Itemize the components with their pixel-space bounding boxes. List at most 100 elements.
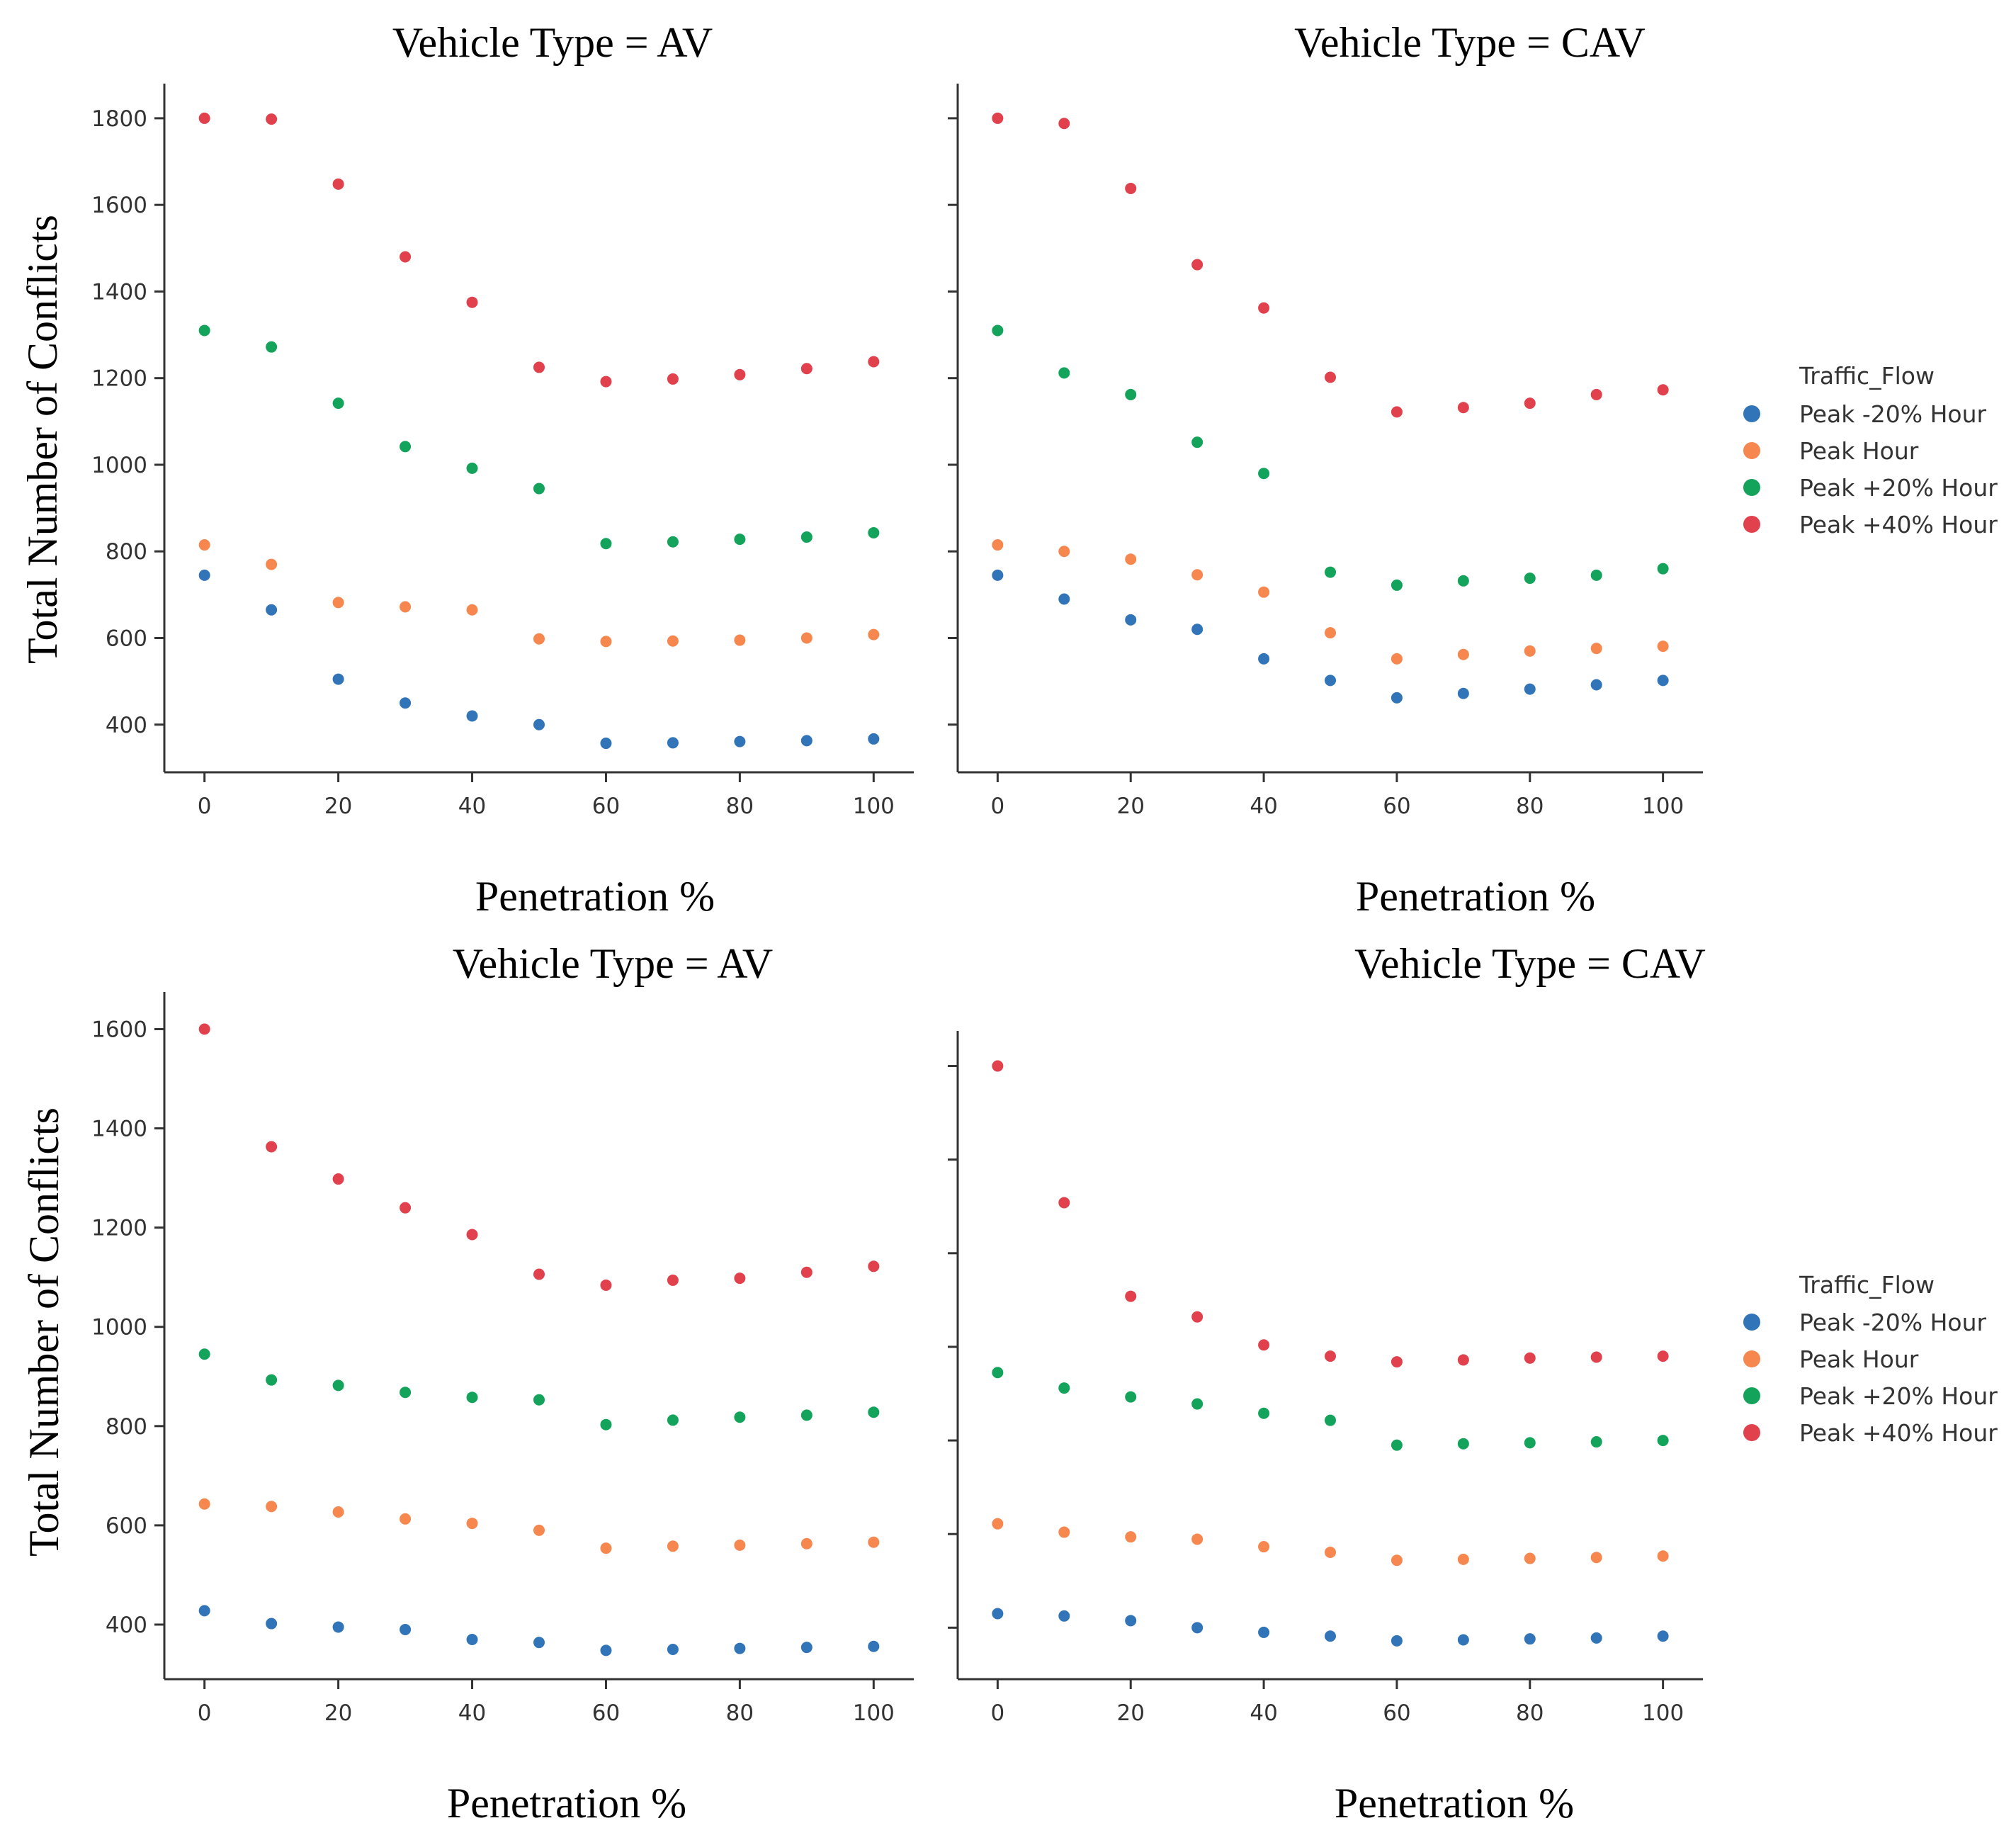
data-point <box>1522 682 1537 696</box>
panel-title: Vehicle Type = AV <box>453 940 773 987</box>
data-point <box>1589 568 1604 582</box>
data-point <box>1589 1350 1604 1365</box>
data-point <box>1057 366 1072 380</box>
data-point <box>264 1616 279 1631</box>
plot-area: 0 20 40 60 80 100 <box>948 1031 1703 1726</box>
data-point <box>799 733 814 748</box>
data-point <box>799 1640 814 1655</box>
data-point <box>1190 257 1205 272</box>
legend-label: Peak +40% Hour <box>1799 511 1998 538</box>
data-point <box>866 627 881 642</box>
y-tick-label: 400 <box>106 713 147 738</box>
x-tick-label: 100 <box>1642 1700 1684 1726</box>
y-tick-label: 1000 <box>91 1315 147 1341</box>
data-point <box>465 1227 480 1242</box>
data-point <box>398 599 413 614</box>
data-point <box>264 602 279 617</box>
data-point <box>599 736 613 751</box>
legend-marker <box>1743 479 1760 496</box>
legend-marker <box>1743 1314 1760 1331</box>
x-tick-label: 80 <box>1516 1700 1544 1726</box>
data-point <box>1655 639 1670 654</box>
x-axis-label: Penetration % <box>447 1780 686 1827</box>
data-point <box>799 631 814 645</box>
data-point <box>1389 1633 1404 1648</box>
legend-marker <box>1743 1350 1760 1367</box>
x-tick-label: 40 <box>1250 1700 1277 1726</box>
data-point <box>799 1536 814 1551</box>
data-point <box>1323 626 1337 640</box>
data-point <box>1257 1406 1272 1421</box>
data-point <box>1057 1195 1072 1210</box>
data-point <box>1389 577 1404 592</box>
panel-bottom-right: Vehicle Type = CAV Penetration % 0 20 40 60… <box>948 940 1706 1827</box>
data-point <box>665 633 680 648</box>
data-point <box>866 1639 881 1654</box>
data-point <box>732 367 747 382</box>
legend-top: Traffic_Flow Peak -20% Hour Peak Hour Pe… <box>1743 362 1998 538</box>
data-point <box>197 568 212 582</box>
data-point <box>990 1606 1005 1621</box>
data-point <box>1190 622 1205 637</box>
y-tick-label: 1600 <box>91 193 147 218</box>
y-tick-label: 800 <box>106 1414 147 1440</box>
x-tick-label: 40 <box>458 1700 486 1726</box>
legend-label: Peak Hour <box>1799 437 1919 465</box>
data-point <box>1589 1630 1604 1645</box>
data-point <box>1323 1629 1337 1644</box>
data-point <box>990 538 1005 553</box>
data-point <box>1323 370 1337 385</box>
x-tick-label: 80 <box>726 1700 754 1726</box>
x-tick-label: 20 <box>324 794 352 819</box>
legend-label: Peak Hour <box>1799 1345 1919 1373</box>
data-point <box>331 672 346 687</box>
data-point <box>1057 544 1072 559</box>
data-point <box>532 1392 546 1407</box>
data-point <box>799 1265 814 1280</box>
data-point <box>398 696 413 711</box>
data-point <box>1057 116 1072 131</box>
x-tick-label: 60 <box>592 1700 620 1726</box>
data-point <box>1456 1552 1471 1567</box>
x-tick-label: 20 <box>1116 1700 1144 1726</box>
data-point <box>1123 1289 1138 1304</box>
x-tick-label: 0 <box>990 794 1004 819</box>
data-point <box>1456 1436 1471 1451</box>
data-point <box>465 295 480 310</box>
data-point <box>264 112 279 127</box>
x-tick-label: 20 <box>324 1700 352 1726</box>
data-point <box>1589 1550 1604 1565</box>
data-point <box>1655 1549 1670 1564</box>
data-point <box>465 461 480 475</box>
data-point <box>866 354 881 369</box>
data-point <box>990 1365 1005 1380</box>
data-point <box>1257 466 1272 481</box>
panel-bottom-left: Vehicle Type = AV Penetration % Total Nu… <box>21 940 914 1827</box>
y-axis-label: Total Number of Conflicts <box>21 1107 67 1557</box>
data-point <box>1655 1349 1670 1364</box>
data-point <box>1123 612 1138 627</box>
data-point <box>1389 1553 1404 1568</box>
data-point <box>264 1499 279 1514</box>
data-point <box>732 633 747 648</box>
y-axis-label: Total Number of Conflicts <box>19 215 66 664</box>
legend-marker <box>1743 442 1760 459</box>
data-point <box>732 532 747 547</box>
data-point <box>665 1272 680 1287</box>
data-point <box>532 481 546 496</box>
data-point <box>866 525 881 540</box>
data-point <box>1257 1338 1272 1353</box>
x-tick-label: 60 <box>1383 794 1410 819</box>
data-point <box>1057 592 1072 606</box>
data-point <box>532 631 546 646</box>
data-point <box>197 1603 212 1618</box>
data-point <box>532 1267 546 1282</box>
data-point <box>1655 1433 1670 1448</box>
data-point <box>866 1259 881 1274</box>
data-point <box>599 374 613 389</box>
panel-top-right: Vehicle Type = CAV Penetration % 0 20 40 60… <box>948 19 1703 920</box>
data-point <box>1589 1435 1604 1450</box>
x-tick-label: 40 <box>1250 794 1277 819</box>
data-point <box>264 1372 279 1387</box>
